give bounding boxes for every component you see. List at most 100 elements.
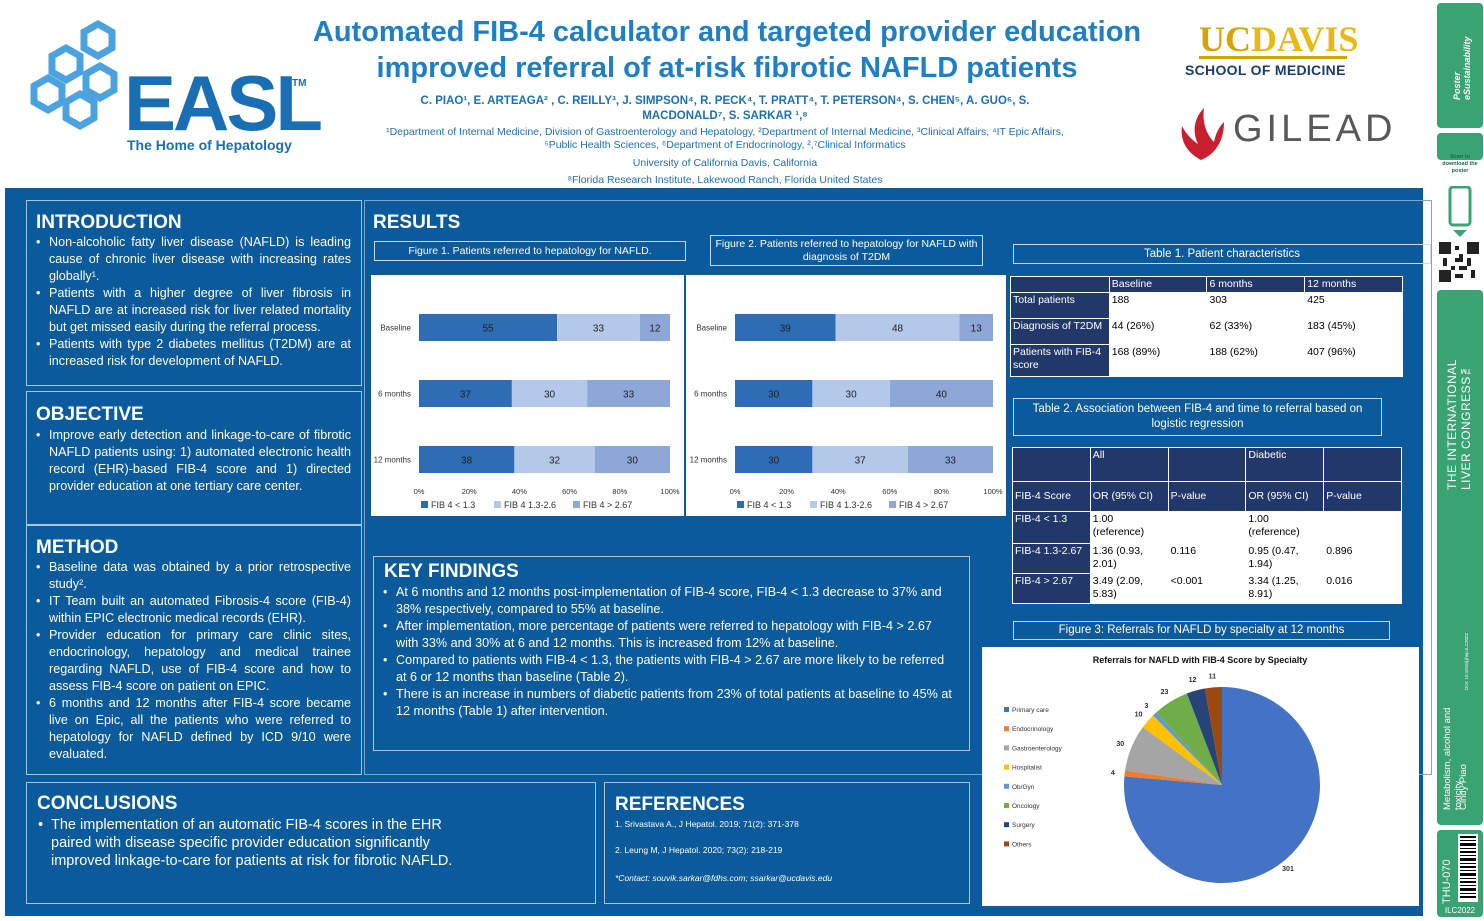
bar-segment: [594, 446, 670, 473]
table-header-cell: [1167, 447, 1247, 482]
table-cell: 183 (45%): [1304, 318, 1403, 345]
table-header-cell: 6 months: [1206, 276, 1306, 293]
table-header-cell: Diabetic: [1245, 447, 1325, 482]
data-label: 30: [544, 390, 556, 401]
table-cell: 1.36 (0.93, 2.01): [1089, 543, 1169, 574]
category-label: Baseline: [380, 324, 411, 333]
pie-slice: [1156, 693, 1222, 785]
legend-swatch: [1004, 707, 1009, 712]
table-cell: 0.896: [1323, 543, 1402, 574]
easl-trademark: TM: [292, 78, 307, 89]
category-label: 6 months: [378, 390, 411, 399]
pie-slice: [1124, 770, 1222, 785]
table-cell: FIB-4 1.3-2.67: [1012, 543, 1091, 574]
slice-label: 301: [1282, 866, 1294, 873]
introduction-bullet: Patients with type 2 diabetes mellitus (…: [33, 336, 351, 370]
category-label: Baseline: [696, 324, 727, 333]
university: University of California Davis, Californ…: [632, 157, 818, 169]
method-bullet: Provider education for primary care clin…: [33, 627, 351, 695]
figure1-chart: Baseline 55 33 12 6 months 37 30 33 12 months 38 3…: [371, 275, 684, 516]
table-header-cell: 12 months: [1304, 276, 1403, 293]
pie-slice: [1204, 687, 1222, 785]
data-label: 12: [649, 324, 661, 335]
tick-label: 80%: [934, 487, 949, 496]
tick-label: 20%: [779, 487, 794, 496]
table-header-cell: OR (95% CI): [1245, 481, 1325, 512]
data-label: 40: [936, 390, 948, 401]
pie-slice: [1125, 727, 1222, 785]
bar-segment: [835, 314, 960, 341]
introduction-heading: INTRODUCTION: [36, 212, 182, 233]
table-cell: 0.95 (0.47, 1.94): [1245, 543, 1325, 574]
legend-label: Gastroenterology: [1012, 745, 1063, 752]
pie-slice: [1186, 688, 1222, 785]
bar-segment: [587, 380, 670, 407]
easl-tagline: The Home of Hepatology: [127, 137, 292, 153]
table-cell: 3.49 (2.09, 5.83): [1089, 573, 1169, 604]
strip-congress: THE INTERNATIONAL LIVER CONGRESS™: [1445, 359, 1473, 490]
table-cell: 3.34 (1.25, 8.91): [1245, 573, 1325, 604]
slice-label: 12: [1189, 677, 1197, 684]
authors: C. PIAO¹, E. ARTEAGA² , C. REILLY³, J. S…: [330, 94, 1120, 124]
table-cell: 62 (33%): [1206, 318, 1306, 345]
table-row: Diagnosis of T2DM 44 (26%) 62 (33%) 183 …: [1010, 318, 1403, 345]
scan-text: Scan to download the poster: [1442, 154, 1478, 174]
pie-slice: [1142, 715, 1222, 785]
legend-label: FIB 4 1.3-2.6: [504, 500, 556, 510]
table-row: FIB-4 > 2.67 3.49 (2.09, 5.83) <0.001 3.…: [1012, 573, 1402, 604]
gilead-leaf-icon: [1181, 108, 1224, 160]
strip-year-tag: ILC2022: [1444, 906, 1476, 915]
bar-segment: [735, 380, 813, 407]
tick-label: 20%: [462, 487, 477, 496]
legend-label: FIB 4 < 1.3: [431, 500, 475, 510]
figure2-chart: Baseline 39 48 13 6 months 30 30 40 12 months 30 3…: [686, 275, 1006, 516]
reference-item: 2. Leung M, J Hepatol. 2020; 73(2): 218-…: [615, 845, 783, 855]
strip-scan-block: [1437, 133, 1483, 160]
method-section: METHOD Baseline data was obtained by a p…: [26, 525, 362, 775]
data-label: 30: [768, 390, 780, 401]
legend-label: FIB 4 > 2.67: [899, 500, 948, 510]
ucdavis-logo: UCDAVIS: [1199, 20, 1358, 58]
method-bullet: IT Team built an automated Fibrosis-4 sc…: [33, 593, 351, 627]
strip-doi: DOI: 10.1016/j.jhep.ILC2022: [1464, 632, 1469, 690]
introduction-bullet: Patients with a higher degree of liver f…: [33, 285, 351, 336]
qr-code-icon[interactable]: [1439, 242, 1479, 282]
category-label: 12 months: [374, 456, 411, 465]
strip-top-logo: Poster eSustainability: [1452, 36, 1472, 100]
easl-hexagon-icon: [30, 19, 118, 131]
table-cell: 188 (62%): [1206, 344, 1306, 377]
introduction-section: INTRODUCTION Non-alcoholic fatty liver d…: [26, 200, 362, 386]
tick-label: 40%: [831, 487, 846, 496]
legend-label: Oncology: [1012, 803, 1040, 810]
table-header-row: FIB-4 Score OR (95% CI) P-value OR (95% …: [1012, 481, 1402, 512]
data-label: 33: [593, 324, 605, 335]
tick-label: 0%: [730, 487, 741, 496]
title-line-2: improved referral of at-risk fibrotic NA…: [376, 52, 1078, 84]
table-cell: Patients with FIB-4 score: [1010, 344, 1110, 377]
key-findings-list: At 6 months and 12 months post-implement…: [380, 584, 955, 720]
data-label: 33: [623, 390, 635, 401]
strip-congress-block: [1437, 290, 1483, 825]
conclusions-heading: CONCLUSIONS: [37, 793, 178, 814]
table-cell: [1323, 511, 1402, 544]
key-finding-bullet: There is an increase in numbers of diabe…: [380, 686, 955, 720]
method-bullet: 6 months and 12 months after FIB-4 score…: [33, 695, 351, 763]
table-cell: 0.116: [1167, 543, 1247, 574]
figure3-caption: Figure 3: Referrals for NAFLD by special…: [1013, 621, 1390, 640]
table-cell: 0.016: [1323, 573, 1402, 604]
introduction-bullet: Non-alcoholic fatty liver disease (NAFLD…: [33, 234, 351, 285]
table-cell: 188: [1108, 292, 1208, 319]
table-header-cell: All: [1089, 447, 1169, 482]
table-cell: [1167, 511, 1247, 544]
table-cell: FIB-4 < 1.3: [1012, 511, 1091, 544]
contact-email[interactable]: *Contact: souvik.sarkar@fdhs.com; ssarka…: [615, 873, 833, 883]
conclusions-bullet: The implementation of an automatic FIB-4…: [35, 816, 455, 870]
table-cell: 44 (26%): [1108, 318, 1208, 345]
bar-segment: [419, 314, 558, 341]
objective-list: Improve early detection and linkage-to-c…: [33, 427, 351, 495]
legend-label: Ob/Gyn: [1012, 784, 1035, 791]
data-label: 33: [945, 456, 957, 467]
table2: All Diabetic FIB-4 Score OR (95% CI) P-v…: [1012, 447, 1402, 604]
bar-segment: [735, 446, 813, 473]
bar-segment: [419, 446, 515, 473]
